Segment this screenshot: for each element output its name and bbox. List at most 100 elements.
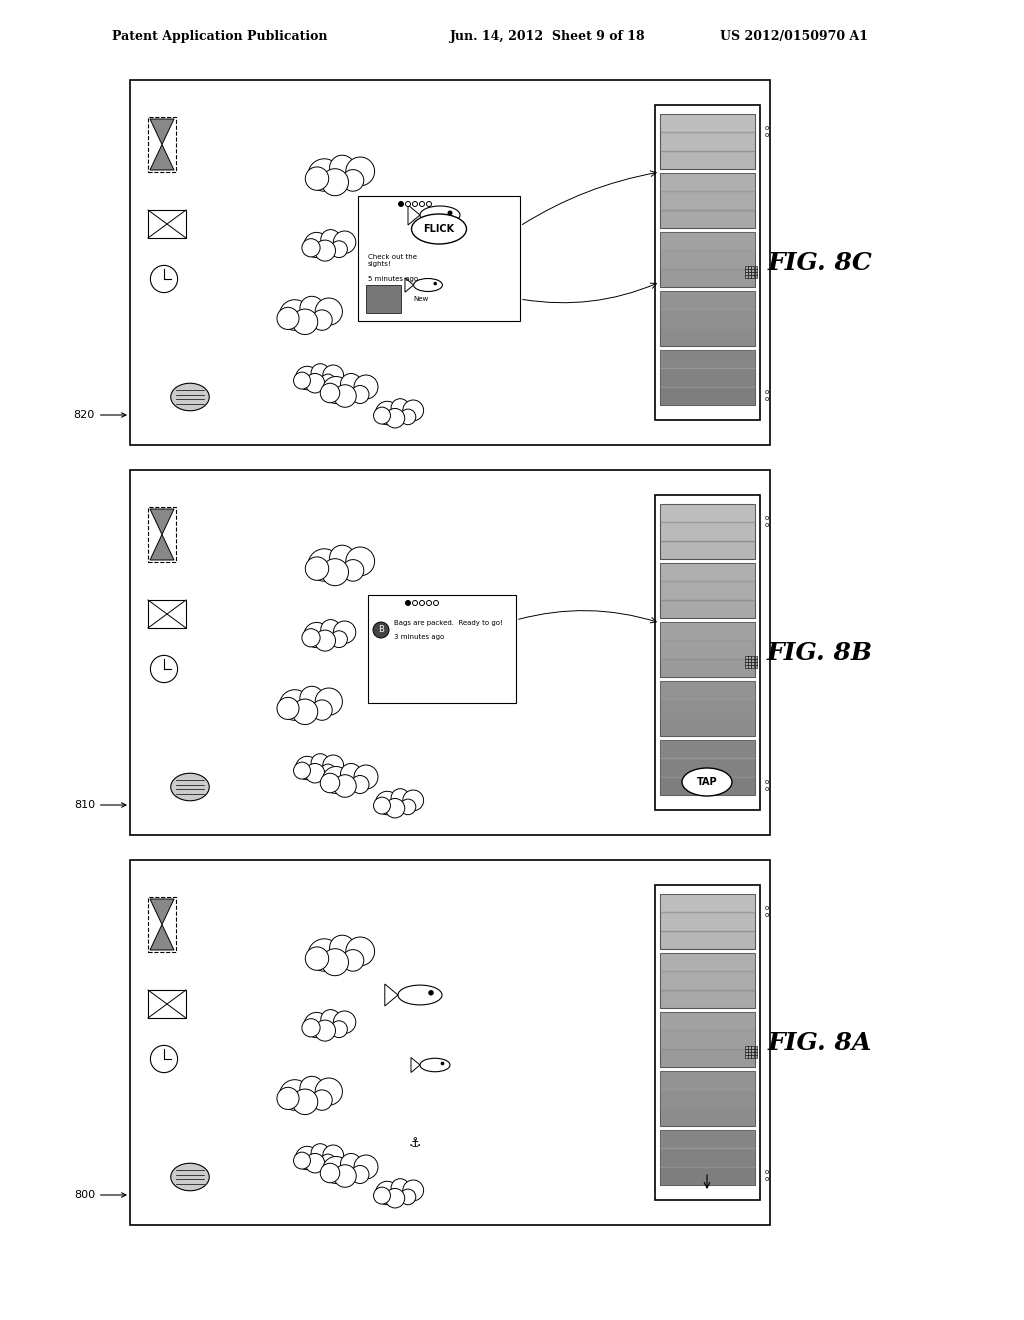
Text: FIG. 8B: FIG. 8B (767, 642, 873, 665)
Circle shape (346, 157, 375, 186)
Circle shape (385, 408, 404, 428)
Text: US 2012/0150970 A1: US 2012/0150970 A1 (720, 30, 868, 44)
Bar (755, 1055, 757, 1059)
Bar (755, 1049, 757, 1052)
Bar (745, 269, 748, 272)
Bar (752, 276, 754, 279)
Circle shape (400, 799, 416, 814)
Circle shape (331, 240, 347, 257)
Bar (148, 898, 176, 952)
Bar (755, 269, 757, 272)
Circle shape (420, 601, 425, 606)
Circle shape (427, 202, 431, 206)
Ellipse shape (412, 214, 467, 244)
Circle shape (292, 700, 317, 725)
Circle shape (373, 622, 389, 638)
Circle shape (305, 946, 329, 970)
Circle shape (402, 789, 424, 810)
Text: B: B (378, 626, 384, 635)
Circle shape (304, 232, 329, 257)
Circle shape (308, 939, 340, 972)
Circle shape (322, 558, 348, 586)
Text: TAP: TAP (696, 777, 718, 787)
Circle shape (321, 1154, 336, 1170)
Circle shape (428, 990, 434, 995)
Circle shape (427, 601, 431, 606)
Circle shape (296, 756, 318, 780)
Circle shape (385, 799, 404, 818)
Circle shape (334, 1011, 355, 1034)
Circle shape (321, 383, 340, 403)
Circle shape (391, 788, 410, 807)
Circle shape (323, 755, 344, 776)
Circle shape (315, 1078, 342, 1105)
Ellipse shape (398, 985, 442, 1005)
Polygon shape (404, 277, 414, 292)
Bar (749, 269, 751, 272)
Circle shape (341, 1154, 361, 1175)
Circle shape (351, 776, 369, 793)
Circle shape (280, 689, 310, 721)
Bar (749, 656, 751, 659)
Bar (755, 656, 757, 659)
Circle shape (334, 231, 355, 253)
Circle shape (433, 601, 438, 606)
Circle shape (413, 601, 418, 606)
Bar (655, 106, 760, 420)
Bar (660, 741, 755, 795)
Circle shape (351, 385, 369, 404)
Circle shape (315, 688, 342, 715)
Ellipse shape (171, 774, 209, 801)
Circle shape (305, 166, 329, 190)
Bar (745, 659, 748, 661)
Bar (660, 564, 755, 618)
Circle shape (323, 376, 349, 404)
Circle shape (374, 1187, 390, 1204)
Bar (752, 1049, 754, 1052)
Circle shape (292, 309, 317, 334)
Bar (752, 659, 754, 661)
Ellipse shape (171, 383, 209, 411)
Circle shape (342, 169, 364, 191)
Circle shape (341, 763, 361, 784)
Bar (749, 272, 751, 275)
Circle shape (330, 156, 354, 181)
Circle shape (330, 935, 354, 961)
Circle shape (323, 1144, 344, 1166)
Circle shape (406, 202, 411, 206)
Bar (130, 861, 770, 1225)
Circle shape (342, 949, 364, 972)
Circle shape (322, 169, 348, 195)
Circle shape (321, 230, 340, 249)
Circle shape (151, 1045, 177, 1073)
Bar (755, 663, 757, 665)
Text: o
o: o o (765, 515, 769, 528)
Text: o
o: o o (765, 125, 769, 139)
Bar (749, 1045, 751, 1048)
Circle shape (305, 557, 329, 581)
Circle shape (315, 298, 342, 325)
Bar (752, 269, 754, 272)
Bar (755, 659, 757, 661)
Bar (148, 117, 176, 172)
Circle shape (398, 202, 403, 206)
Circle shape (321, 1010, 340, 1030)
Circle shape (292, 1089, 317, 1114)
Circle shape (402, 400, 424, 421)
Bar (148, 601, 186, 628)
Circle shape (276, 1088, 299, 1109)
Bar (749, 265, 751, 268)
Bar (660, 1012, 755, 1067)
Circle shape (342, 560, 364, 581)
Text: Check out the
sights!: Check out the sights! (368, 253, 417, 267)
Circle shape (302, 628, 321, 647)
Polygon shape (150, 899, 174, 924)
Bar (660, 681, 755, 737)
Circle shape (341, 374, 361, 395)
Bar (752, 1055, 754, 1059)
Circle shape (323, 767, 349, 793)
Bar (358, 195, 520, 321)
Circle shape (296, 366, 318, 389)
Bar (745, 1052, 748, 1055)
Bar (655, 884, 760, 1200)
